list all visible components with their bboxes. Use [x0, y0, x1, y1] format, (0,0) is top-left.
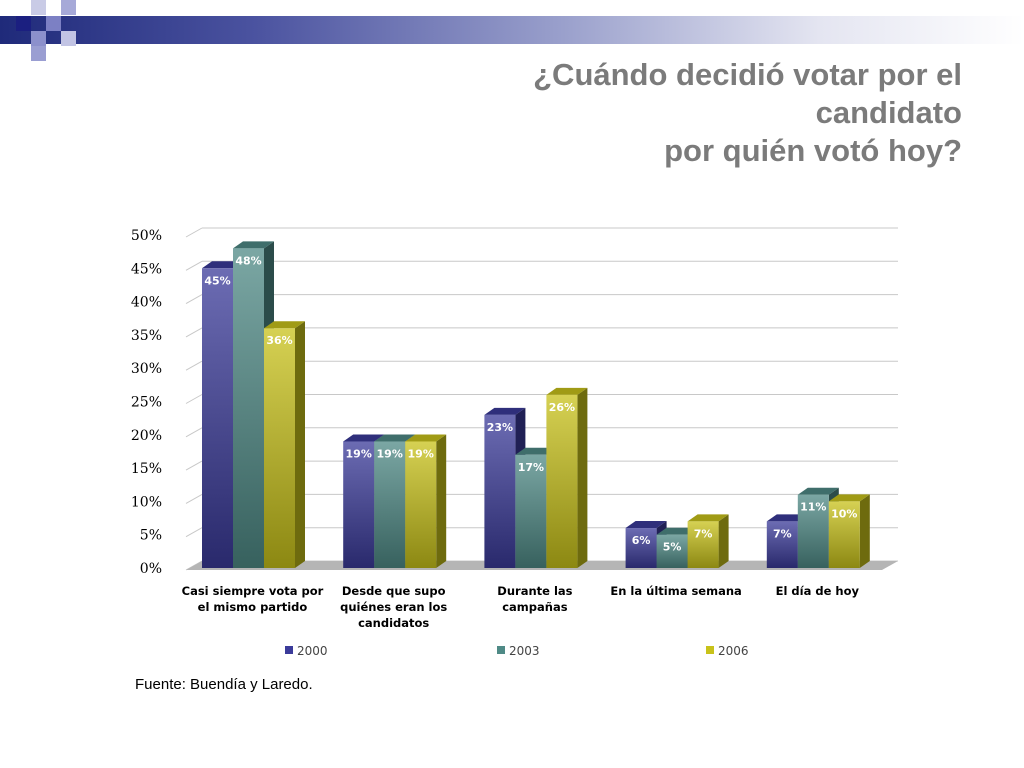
bar-2003	[515, 454, 547, 568]
y-tick-label: 15%	[131, 461, 162, 477]
gridline-depth	[185, 427, 203, 438]
data-label: 10%	[831, 507, 857, 520]
legend-swatch-2000	[285, 646, 293, 654]
y-tick-label: 35%	[131, 328, 162, 344]
bar-side	[295, 321, 305, 568]
y-tick-label: 25%	[131, 395, 162, 411]
bar-2006	[828, 501, 860, 568]
gridline-depth	[185, 227, 203, 238]
bar-top	[515, 447, 557, 455]
bar-2003	[797, 494, 829, 568]
bar-top	[797, 487, 839, 495]
bar-2000	[484, 414, 516, 568]
bar-side	[436, 434, 447, 568]
bar-top	[374, 434, 416, 442]
data-label: 6%	[632, 534, 651, 547]
data-label: 17%	[518, 461, 544, 474]
bar-top	[484, 407, 526, 415]
gridline-depth	[185, 527, 203, 538]
y-tick-label: 10%	[131, 494, 162, 510]
bar-side	[859, 494, 870, 568]
data-label: 36%	[266, 334, 292, 347]
data-label: 45%	[204, 274, 230, 287]
bar-2006	[405, 441, 437, 568]
bar-2003	[233, 248, 264, 568]
gridline-depth	[185, 294, 203, 305]
legend-label-2006: 2006	[718, 644, 749, 658]
data-label: 23%	[487, 421, 513, 434]
legend-label-2000: 2000	[297, 644, 328, 658]
x-category-label: En la última semana	[610, 584, 741, 598]
data-label: 7%	[773, 527, 792, 540]
bar-top	[233, 241, 274, 249]
bar-top	[766, 514, 808, 522]
data-label: 5%	[663, 541, 682, 554]
bar-2006	[687, 521, 719, 568]
bar-2006	[264, 328, 295, 568]
bar-top	[264, 321, 305, 329]
bar-2003	[656, 534, 688, 568]
bar-top	[546, 387, 588, 395]
bar-side	[577, 387, 588, 568]
data-label: 19%	[377, 447, 403, 460]
legend-swatch-2003	[497, 646, 505, 654]
data-label: 26%	[549, 401, 575, 414]
y-tick-label: 0%	[140, 561, 162, 577]
data-label: 7%	[694, 527, 713, 540]
y-tick-label: 40%	[131, 295, 162, 311]
data-label: 11%	[800, 501, 826, 514]
bar-top	[656, 527, 698, 535]
gridline-depth	[185, 460, 203, 471]
x-category-label: El día de hoy	[776, 584, 860, 598]
title-line-1: ¿Cuándo decidió votar por el	[533, 57, 962, 92]
bar-2006	[546, 394, 578, 568]
y-tick-label: 45%	[131, 261, 162, 277]
x-category-label: Durante las campañas	[497, 584, 572, 614]
legend-label-2003: 2003	[509, 644, 540, 658]
slide-title: ¿Cuándo decidió votar por el candidato p…	[533, 56, 962, 170]
data-label: 19%	[346, 447, 372, 460]
y-tick-label: 5%	[140, 528, 162, 544]
gridline-depth	[185, 260, 203, 271]
header-band	[0, 16, 1024, 44]
bar-2003	[374, 441, 406, 568]
x-category-label: Desde que supo quiénes eran los candidatos	[340, 584, 447, 630]
bar-top	[625, 521, 667, 529]
bar-2000	[202, 268, 233, 568]
y-tick-label: 50%	[131, 228, 162, 244]
y-tick-label: 20%	[131, 428, 162, 444]
bar-2000	[766, 521, 798, 568]
bar-top	[687, 514, 729, 522]
gridline-depth	[185, 493, 203, 504]
gridline-depth	[185, 360, 203, 371]
bar-top	[405, 434, 447, 442]
data-label: 48%	[235, 254, 261, 267]
title-line-3: por quién votó hoy?	[664, 133, 962, 168]
source-note: Fuente: Buendía y Laredo.	[135, 676, 313, 693]
data-label: 19%	[408, 447, 434, 460]
gridline-depth	[185, 394, 203, 404]
gridline-depth	[185, 327, 203, 338]
x-category-label: Casi siempre vota por el mismo partido	[182, 584, 324, 614]
title-line-2: candidato	[815, 95, 962, 130]
bar-top	[343, 434, 385, 442]
legend-swatch-2006	[706, 646, 714, 654]
bar-top	[828, 494, 870, 502]
y-tick-label: 30%	[131, 361, 162, 377]
bar-2000	[343, 441, 375, 568]
bar-2000	[625, 528, 657, 568]
bar-side	[718, 514, 729, 568]
bar-top	[202, 261, 243, 269]
